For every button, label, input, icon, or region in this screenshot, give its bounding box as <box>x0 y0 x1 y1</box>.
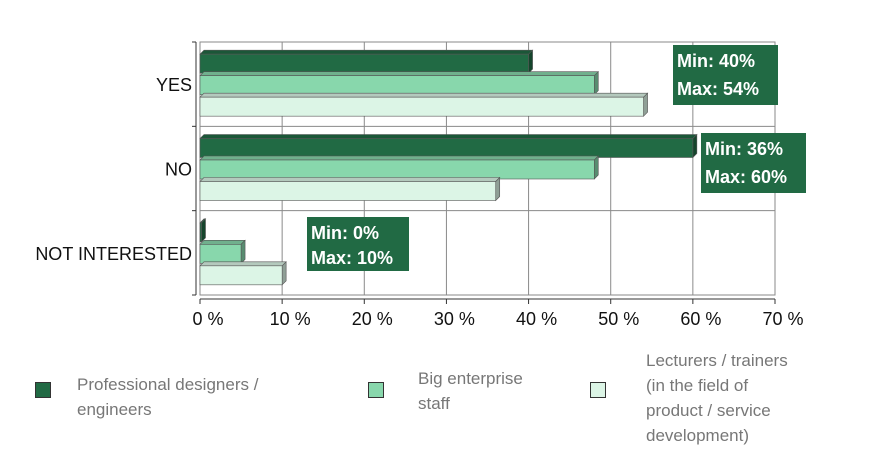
bar <box>199 181 497 201</box>
legend-item-professional: Professional designers / engineers <box>35 360 258 422</box>
bar-side <box>495 176 501 202</box>
legend-item-lecturers: Lecturers / trainers (in the field of pr… <box>590 351 788 448</box>
category-label: NOT INTERESTED <box>35 244 192 264</box>
annotation-max: Max: 60% <box>705 167 787 187</box>
bar-top <box>199 134 698 139</box>
annotation-box <box>307 217 409 271</box>
legend-label-lecturers: Lecturers / trainers (in the field of pr… <box>646 351 788 445</box>
bar-top <box>199 177 501 182</box>
annotation-max: Max: 10% <box>311 248 393 268</box>
annotation-min: Min: 40% <box>677 51 755 71</box>
category-label: NO <box>165 160 192 180</box>
annotation-min: Min: 36% <box>705 139 783 159</box>
bar <box>199 138 694 158</box>
legend-label-professional: Professional designers / engineers <box>77 375 259 419</box>
bar-side <box>593 155 599 180</box>
x-tick-label: 10 % <box>270 309 311 329</box>
bar-top <box>199 155 600 161</box>
x-tick-label: 40 % <box>516 309 557 329</box>
bar-side <box>528 49 533 74</box>
legend-swatch-lecturers <box>590 382 606 398</box>
bar <box>199 265 283 286</box>
x-tick-label: 50 % <box>598 309 639 329</box>
x-tick-label: 30 % <box>434 309 475 329</box>
legend-swatch-professional <box>35 382 51 398</box>
bar-side <box>201 218 206 243</box>
bar <box>199 159 595 180</box>
bar <box>199 222 202 243</box>
annotation-min: Min: 0% <box>311 223 379 243</box>
bar-top <box>199 92 649 98</box>
bar-side <box>692 133 698 159</box>
annotation-box <box>673 45 778 105</box>
bar-side <box>643 92 648 117</box>
bar-side <box>240 239 246 265</box>
x-tick-label: 70 % <box>762 309 803 329</box>
bar-top <box>199 240 246 245</box>
bar-top <box>199 49 534 55</box>
legend-item-enterprise: Big enterprise staff <box>368 360 523 416</box>
legend-swatch-enterprise <box>368 382 384 398</box>
bar-side <box>281 261 287 286</box>
category-label: YES <box>156 75 192 95</box>
legend-label-enterprise: Big enterprise staff <box>418 369 523 413</box>
annotation-box <box>701 133 806 193</box>
bar <box>199 244 242 264</box>
x-tick-label: 60 % <box>680 309 721 329</box>
annotation-max: Max: 54% <box>677 79 759 99</box>
bar-side <box>593 70 599 96</box>
x-tick-label: 0 % <box>192 309 223 329</box>
bar <box>199 53 529 74</box>
x-tick-label: 20 % <box>352 309 393 329</box>
bar <box>199 96 644 117</box>
bar <box>199 75 595 95</box>
bar-top <box>199 71 600 76</box>
bar-top <box>199 261 287 267</box>
